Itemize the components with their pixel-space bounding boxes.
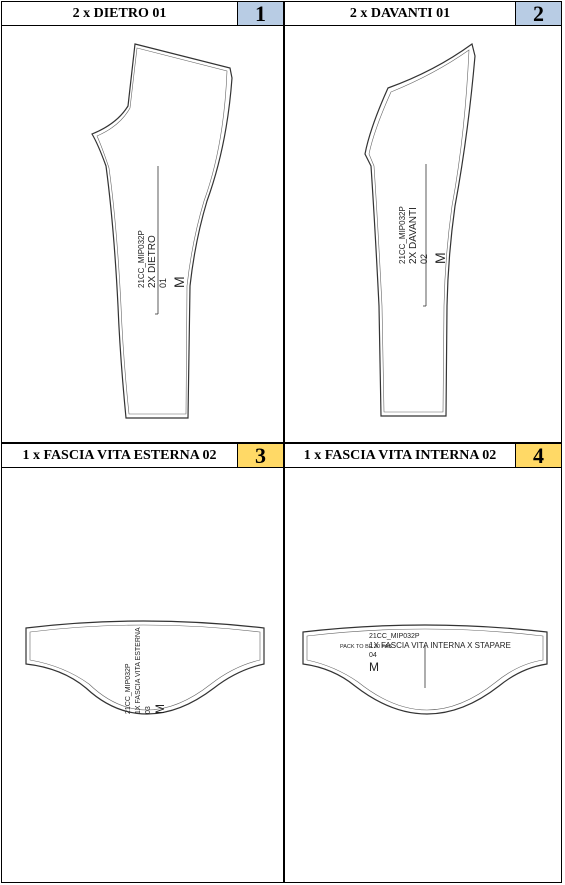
panel-1-number: 1	[237, 1, 283, 26]
panel-3-number: 3	[237, 443, 283, 468]
fascia-esterna-seam	[29, 624, 261, 711]
dietro-size: M	[171, 276, 187, 288]
fascia-interna-code: 21CC_MIP032P	[369, 633, 420, 640]
panel-4-title: 1 x FASCIA VITA INTERNA 02	[303, 447, 497, 463]
panel-3-title: 1 x FASCIA VITA ESTERNA 02	[22, 447, 217, 463]
fascia-interna-seam	[306, 628, 544, 711]
panel-1-header: 2 x DIETRO 01 1	[2, 1, 283, 26]
panel-3-pattern: 21CC_MIP032P 1X FASCIA VITA ESTERNA 03 M	[25, 620, 265, 715]
panel-4-pattern: 21CC_MIP032P PACK TO BE 30 FAB 1X FASCIA…	[302, 624, 548, 715]
fascia-esterna-code: 21CC_MIP032P	[125, 663, 132, 714]
davanti-piece-number: 02	[419, 254, 429, 264]
panel-2-number: 2	[515, 1, 561, 26]
davanti-label: 21CC_MIP032P 2X DAVANTI 02 M	[398, 206, 448, 264]
panel-4-header: 1 x FASCIA VITA INTERNA 02 4	[285, 443, 561, 468]
fascia-interna-overlap-text: PACK TO BE 30 FAB	[340, 644, 392, 650]
fascia-esterna-size: M	[153, 704, 167, 714]
dietro-outline	[91, 43, 233, 419]
panel-2-header: 2 x DAVANTI 01 2	[285, 1, 561, 26]
fascia-esterna-label: 21CC_MIP032P 1X FASCIA VITA ESTERNA 03 M	[125, 627, 167, 714]
panel-3-header: 1 x FASCIA VITA ESTERNA 02 3	[2, 443, 283, 468]
column-divider	[283, 2, 285, 882]
fascia-interna-size: M	[369, 660, 379, 674]
panel-1-pattern: 21CC_MIP032P 2X DIETRO 01 M	[91, 43, 233, 419]
davanti-size: M	[432, 252, 448, 264]
panel-4-number: 4	[515, 443, 561, 468]
fascia-interna-outline	[302, 624, 548, 715]
davanti-seam	[368, 49, 470, 413]
dietro-name: 2X DIETRO	[147, 235, 158, 288]
davanti-name: 2X DAVANTI	[408, 207, 419, 264]
fascia-interna-piece-number: 04	[369, 652, 377, 659]
fascia-esterna-outline	[25, 620, 265, 715]
dietro-seam	[96, 47, 228, 415]
dietro-piece-number: 01	[158, 278, 168, 288]
davanti-code: 21CC_MIP032P	[398, 206, 407, 264]
fascia-esterna-name: 1X FASCIA VITA ESTERNA	[135, 627, 142, 714]
davanti-outline	[364, 42, 476, 417]
fascia-esterna-piece-number: 03	[145, 706, 152, 714]
panel-2-title: 2 x DAVANTI 01	[349, 5, 451, 21]
dietro-code: 21CC_MIP032P	[137, 230, 146, 288]
dietro-label: 21CC_MIP032P 2X DIETRO 01 M	[137, 230, 187, 288]
panel-1-title: 2 x DIETRO 01	[72, 5, 167, 21]
fascia-interna-name: 1X FASCIA VITA INTERNA X STAPARE	[369, 641, 511, 650]
row-divider	[2, 442, 561, 444]
panel-2-pattern: 21CC_MIP032P 2X DAVANTI 02 M	[364, 42, 476, 417]
